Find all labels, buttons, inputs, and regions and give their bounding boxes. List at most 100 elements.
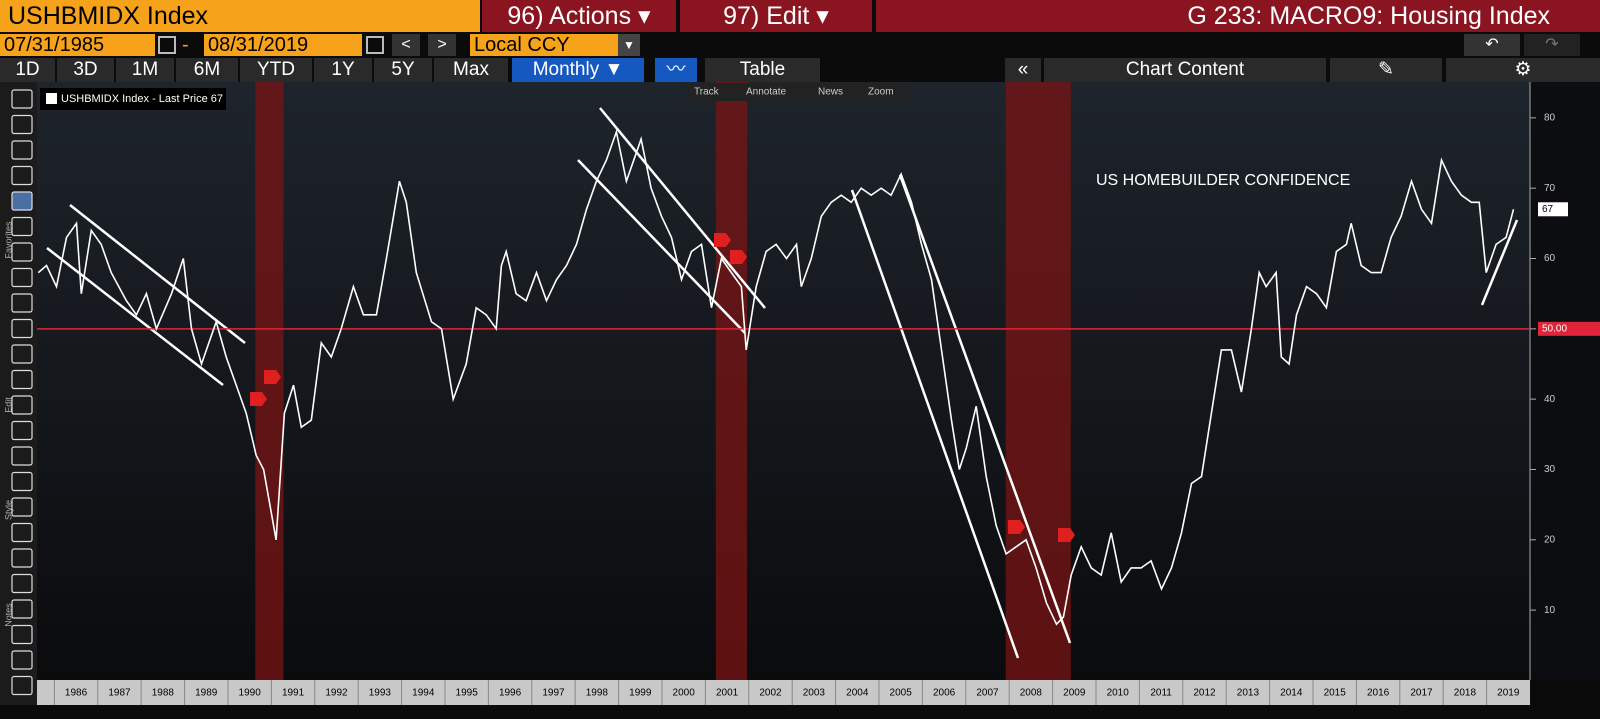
x-tick-label: 1989 <box>195 688 218 699</box>
table-button[interactable]: Table <box>705 58 820 82</box>
x-tick-label: 2001 <box>716 688 739 699</box>
x-tick-label: 2007 <box>976 688 999 699</box>
x-tick-label: 1988 <box>152 688 175 699</box>
chart-tool: Track <box>694 87 720 98</box>
period-button[interactable]: 1Y <box>314 58 372 82</box>
recession-band <box>715 82 748 680</box>
frequency[interactable]: Monthly ▼ <box>512 58 644 82</box>
tool-icon <box>11 497 33 517</box>
x-tick-label: 2014 <box>1280 688 1303 699</box>
rec-marker <box>1058 528 1075 542</box>
calendar-icon[interactable] <box>366 36 384 54</box>
toolbar <box>0 82 37 705</box>
tool-icon <box>11 675 33 696</box>
y-tick-label: 40 <box>1544 394 1556 405</box>
legend-swatch <box>46 93 57 104</box>
chart-icon[interactable]: 〰 <box>655 58 697 82</box>
x-tick-label: 2000 <box>673 688 696 699</box>
rec-markers <box>250 233 1075 542</box>
edit-menu[interactable]: 97) Edit ▾ <box>680 0 872 32</box>
currency[interactable]: Local CCY <box>470 34 618 56</box>
next-button[interactable]: > <box>428 34 456 56</box>
x-tick-label: 2013 <box>1237 688 1260 699</box>
x-tick-label: 1993 <box>369 688 392 699</box>
period-button[interactable]: 3D <box>57 58 114 82</box>
y-tick-label: 10 <box>1544 605 1556 616</box>
period-button[interactable]: YTD <box>240 58 312 82</box>
last-price-label: 67 <box>1542 204 1554 215</box>
settings[interactable]: ⚙ <box>1446 58 1600 82</box>
period-button[interactable]: 6M <box>176 58 238 82</box>
trend-line <box>577 159 746 334</box>
dropdown[interactable]: ▼ <box>618 34 640 56</box>
x-tick-label: 2009 <box>1063 688 1086 699</box>
tool-icon <box>11 216 33 237</box>
prev-button[interactable]: < <box>392 34 420 56</box>
tool-icon <box>11 191 33 211</box>
trend-line <box>1480 219 1519 306</box>
end-date[interactable]: 08/31/2019 <box>204 34 362 56</box>
tool-icon <box>11 650 33 670</box>
chart-tool: News <box>818 87 843 98</box>
tool-icon <box>11 293 33 313</box>
last-price-tag <box>1538 202 1568 217</box>
x-tick-label: 2010 <box>1107 688 1130 699</box>
tool-icon <box>11 624 33 645</box>
trend-line <box>599 107 766 309</box>
tool-icon <box>11 471 33 492</box>
x-tick-label: 1997 <box>542 688 565 699</box>
tool-icon <box>11 165 33 186</box>
tool-icon <box>11 318 33 339</box>
edit-icon[interactable]: ✎ <box>1330 58 1442 82</box>
x-tick-label: 1995 <box>456 688 479 699</box>
actions-menu[interactable]: 96) Actions ▾ <box>482 0 676 32</box>
trend-line <box>69 204 246 344</box>
tool-icon <box>11 446 33 466</box>
legend-box <box>40 88 226 110</box>
collapse[interactable]: « <box>1005 58 1041 82</box>
actions-label[interactable]: 96) Actions <box>507 2 632 30</box>
period-button[interactable]: 1D <box>0 58 55 82</box>
side-label: Edit <box>3 397 13 413</box>
calendar-icon[interactable] <box>158 36 176 54</box>
rec-marker <box>250 392 267 406</box>
page-title: G 233: MACRO9: Housing Index <box>876 0 1600 32</box>
tool-icon <box>11 548 33 568</box>
x-tick-label: 1999 <box>629 688 652 699</box>
x-tick-label: 2017 <box>1410 688 1433 699</box>
x-tick-label: 2012 <box>1193 688 1216 699</box>
period-button[interactable]: 5Y <box>374 58 432 82</box>
edit-label[interactable]: 97) Edit <box>723 2 810 30</box>
annotation: US HOMEBUILDER CONFIDENCE <box>1096 172 1350 189</box>
rec-marker <box>730 250 747 264</box>
y-tick-label: 30 <box>1544 464 1556 475</box>
frequency-label[interactable]: Monthly <box>532 59 600 80</box>
x-tick-label: 2003 <box>803 688 826 699</box>
x-tick-label: 1987 <box>108 688 131 699</box>
period-button[interactable]: 1M <box>116 58 174 82</box>
y-tick-label: 60 <box>1544 253 1556 264</box>
x-tick-label: 2005 <box>890 688 913 699</box>
x-tick-label: 2002 <box>759 688 782 699</box>
x-tick-label: 1992 <box>325 688 348 699</box>
tool-icon <box>11 420 33 441</box>
ticker: USHBMIDX Index <box>0 0 480 32</box>
rec-marker <box>1008 520 1025 534</box>
x-tick-label: 1994 <box>412 688 435 699</box>
start-date[interactable]: 07/31/1985 <box>0 34 155 56</box>
period-button[interactable]: Max <box>434 58 508 82</box>
x-tick-label: 2015 <box>1324 688 1347 699</box>
y-tick-label: 80 <box>1544 113 1556 124</box>
undo[interactable]: ↶ <box>1464 34 1520 56</box>
rec-marker <box>714 233 731 247</box>
dash: - <box>182 34 189 56</box>
tool-icon <box>11 114 33 135</box>
plot-background <box>37 82 1530 680</box>
chart-content[interactable]: Chart Content <box>1044 58 1326 82</box>
redo[interactable]: ↷ <box>1524 34 1580 56</box>
x-tick-label: 2016 <box>1367 688 1390 699</box>
tool-icon <box>11 573 33 594</box>
trend-line <box>898 174 1072 644</box>
x-tick-label: 2006 <box>933 688 956 699</box>
reference-tag <box>1538 321 1600 336</box>
